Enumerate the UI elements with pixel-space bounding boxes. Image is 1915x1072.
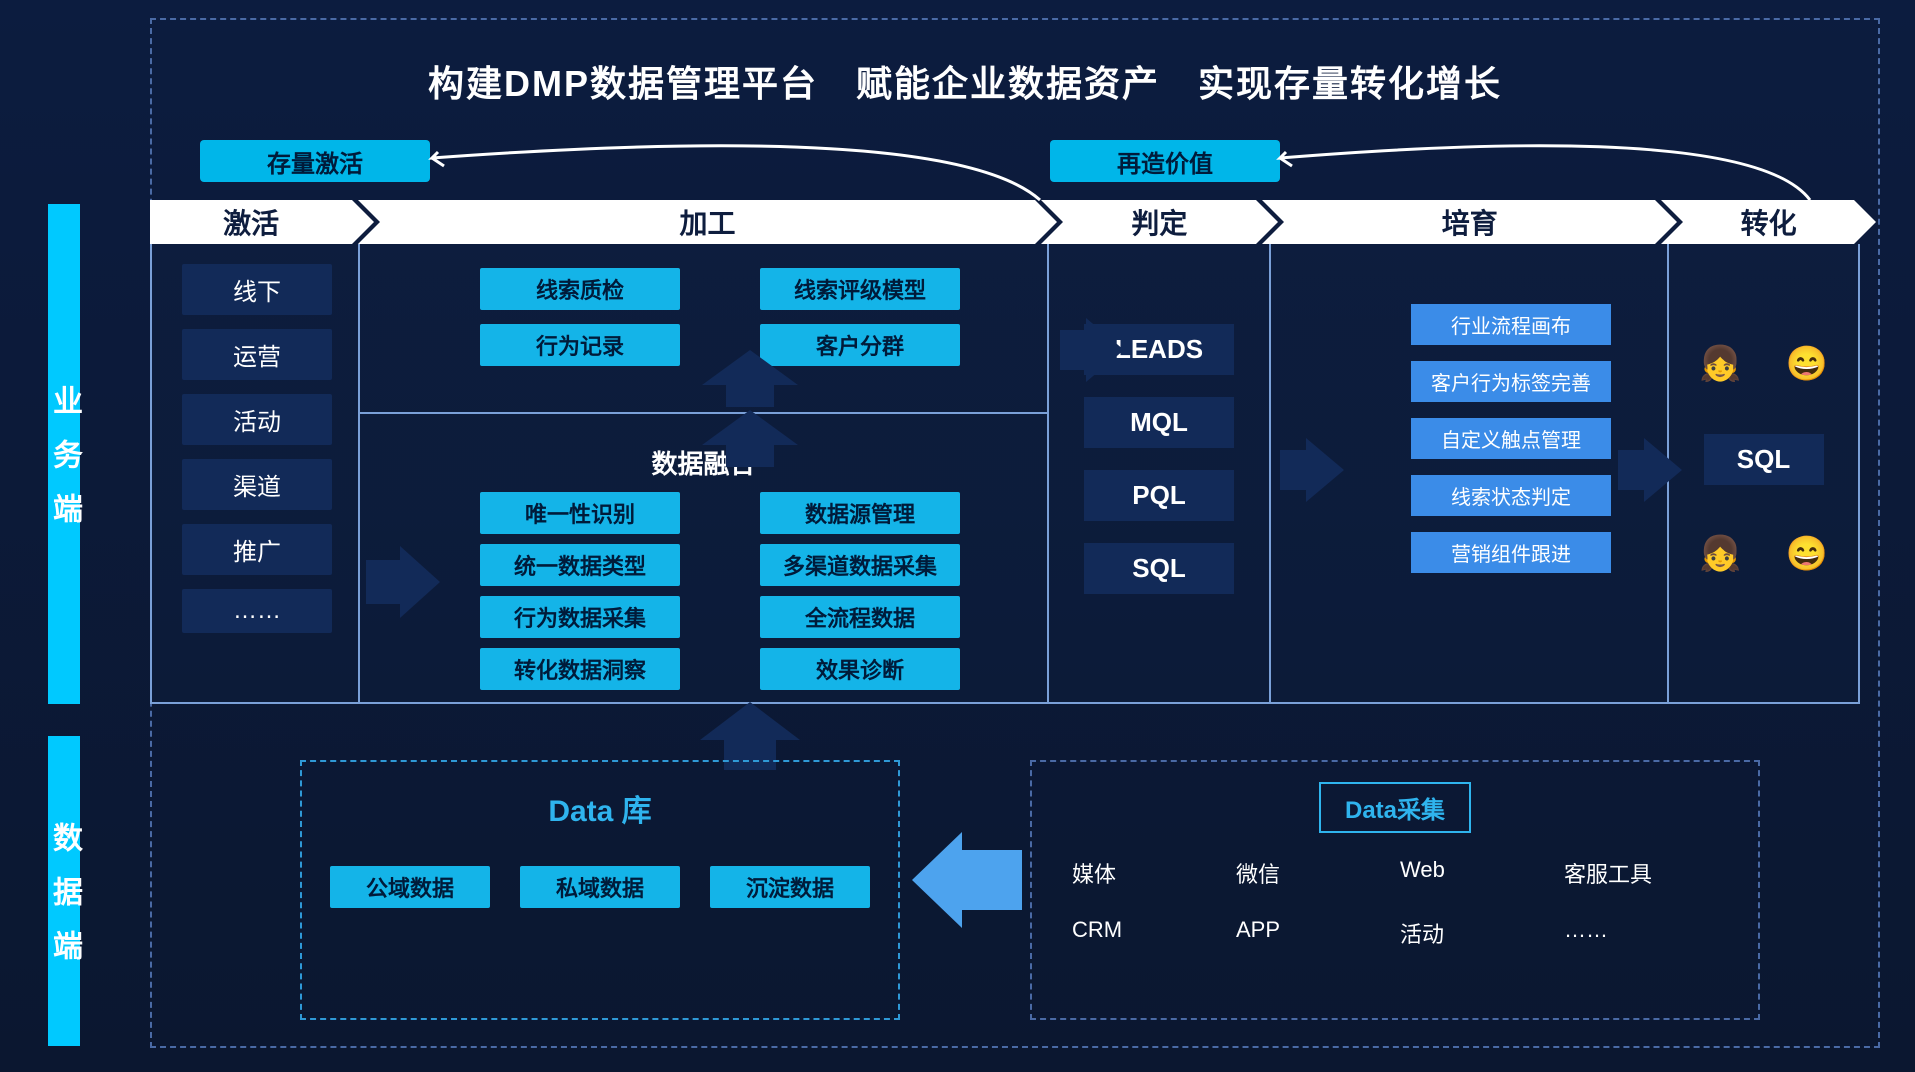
data-library-zone: Data 库 公域数据 私域数据 沉淀数据 (300, 760, 900, 1020)
stage-process: 加工 (358, 200, 1034, 244)
process-box: 客户分群 (760, 324, 960, 366)
judge-item: LEADS (1084, 324, 1234, 375)
process-box: 行为记录 (480, 324, 680, 366)
process-box: 数据源管理 (760, 492, 960, 534)
judge-item: MQL (1084, 397, 1234, 448)
process-box: 统一数据类型 (480, 544, 680, 586)
col-activate: 线下 运营 活动 渠道 推广 …… (152, 244, 360, 702)
data-collect-item: APP (1236, 917, 1400, 949)
data-collect-item: 微信 (1236, 857, 1400, 889)
activate-item: 推广 (182, 524, 332, 575)
col-process: 线索质检 行为记录 线索评级模型 客户分群 数据融合 唯一性识别 统一数据类型 … (360, 244, 1049, 702)
convert-sql: SQL (1704, 434, 1824, 485)
data-library-item: 沉淀数据 (710, 866, 870, 908)
stage-judge: 判定 (1041, 200, 1256, 244)
face-icon: 👧 (1699, 344, 1741, 384)
data-library-item: 私域数据 (520, 866, 680, 908)
stage-activate: 激活 (150, 200, 352, 244)
page-title: 构建DMP数据管理平台 赋能企业数据资产 实现存量转化增长 (50, 55, 1880, 107)
data-collect-item: …… (1564, 917, 1728, 949)
stage-convert: 转化 (1661, 200, 1854, 244)
judge-item: PQL (1084, 470, 1234, 521)
col-convert: 👧 😄 SQL 👧 😄 (1669, 244, 1858, 702)
activate-item: …… (182, 589, 332, 633)
col-judge: LEADS MQL PQL SQL (1049, 244, 1271, 702)
process-mid-label: 数据融合 (360, 444, 1047, 481)
data-library-title: Data 库 (326, 786, 874, 830)
nurture-item: 线索状态判定 (1411, 475, 1611, 516)
process-box: 转化数据洞察 (480, 648, 680, 690)
face-icon: 😄 (1786, 534, 1828, 574)
judge-item: SQL (1084, 543, 1234, 594)
data-collect-item: Web (1400, 857, 1564, 889)
activate-item: 线下 (182, 264, 332, 315)
data-collect-item: 客服工具 (1564, 857, 1728, 889)
data-library-item: 公域数据 (330, 866, 490, 908)
process-box: 唯一性识别 (480, 492, 680, 534)
activate-item: 运营 (182, 329, 332, 380)
business-zone: 线下 运营 活动 渠道 推广 …… 线索质检 行为记录 线索评级模型 客户分群 (150, 244, 1860, 704)
process-box: 线索评级模型 (760, 268, 960, 310)
activate-item: 渠道 (182, 459, 332, 510)
face-icon: 😄 (1786, 344, 1828, 384)
col-nurture: 行业流程画布 客户行为标签完善 自定义触点管理 线索状态判定 营销组件跟进 (1271, 244, 1669, 702)
data-collect-item: 媒体 (1072, 857, 1236, 889)
stage-nurture: 培育 (1262, 200, 1655, 244)
process-box: 多渠道数据采集 (760, 544, 960, 586)
data-collect-item: CRM (1072, 917, 1236, 949)
activate-item: 活动 (182, 394, 332, 445)
data-collect-item: 活动 (1400, 917, 1564, 949)
nurture-item: 行业流程画布 (1411, 304, 1611, 345)
data-collect-title: Data采集 (1319, 782, 1471, 833)
diagram-canvas: 构建DMP数据管理平台 赋能企业数据资产 实现存量转化增长 业务端 数据端 存量… (50, 0, 1880, 1060)
face-icon: 👧 (1699, 534, 1741, 574)
process-box: 行为数据采集 (480, 596, 680, 638)
stage-band: 激活 加工 判定 培育 转化 (150, 200, 1860, 244)
pill-recreate-value: 再造价值 (1050, 140, 1280, 182)
nurture-item: 客户行为标签完善 (1411, 361, 1611, 402)
process-box: 全流程数据 (760, 596, 960, 638)
side-rail-business: 业务端 (48, 204, 80, 704)
data-collect-zone: Data采集 媒体 微信 Web 客服工具 CRM APP 活动 …… (1030, 760, 1760, 1020)
process-box: 线索质检 (480, 268, 680, 310)
nurture-item: 自定义触点管理 (1411, 418, 1611, 459)
side-rail-data: 数据端 (48, 736, 80, 1046)
pill-stock-activate: 存量激活 (200, 140, 430, 182)
nurture-item: 营销组件跟进 (1411, 532, 1611, 573)
process-box: 效果诊断 (760, 648, 960, 690)
